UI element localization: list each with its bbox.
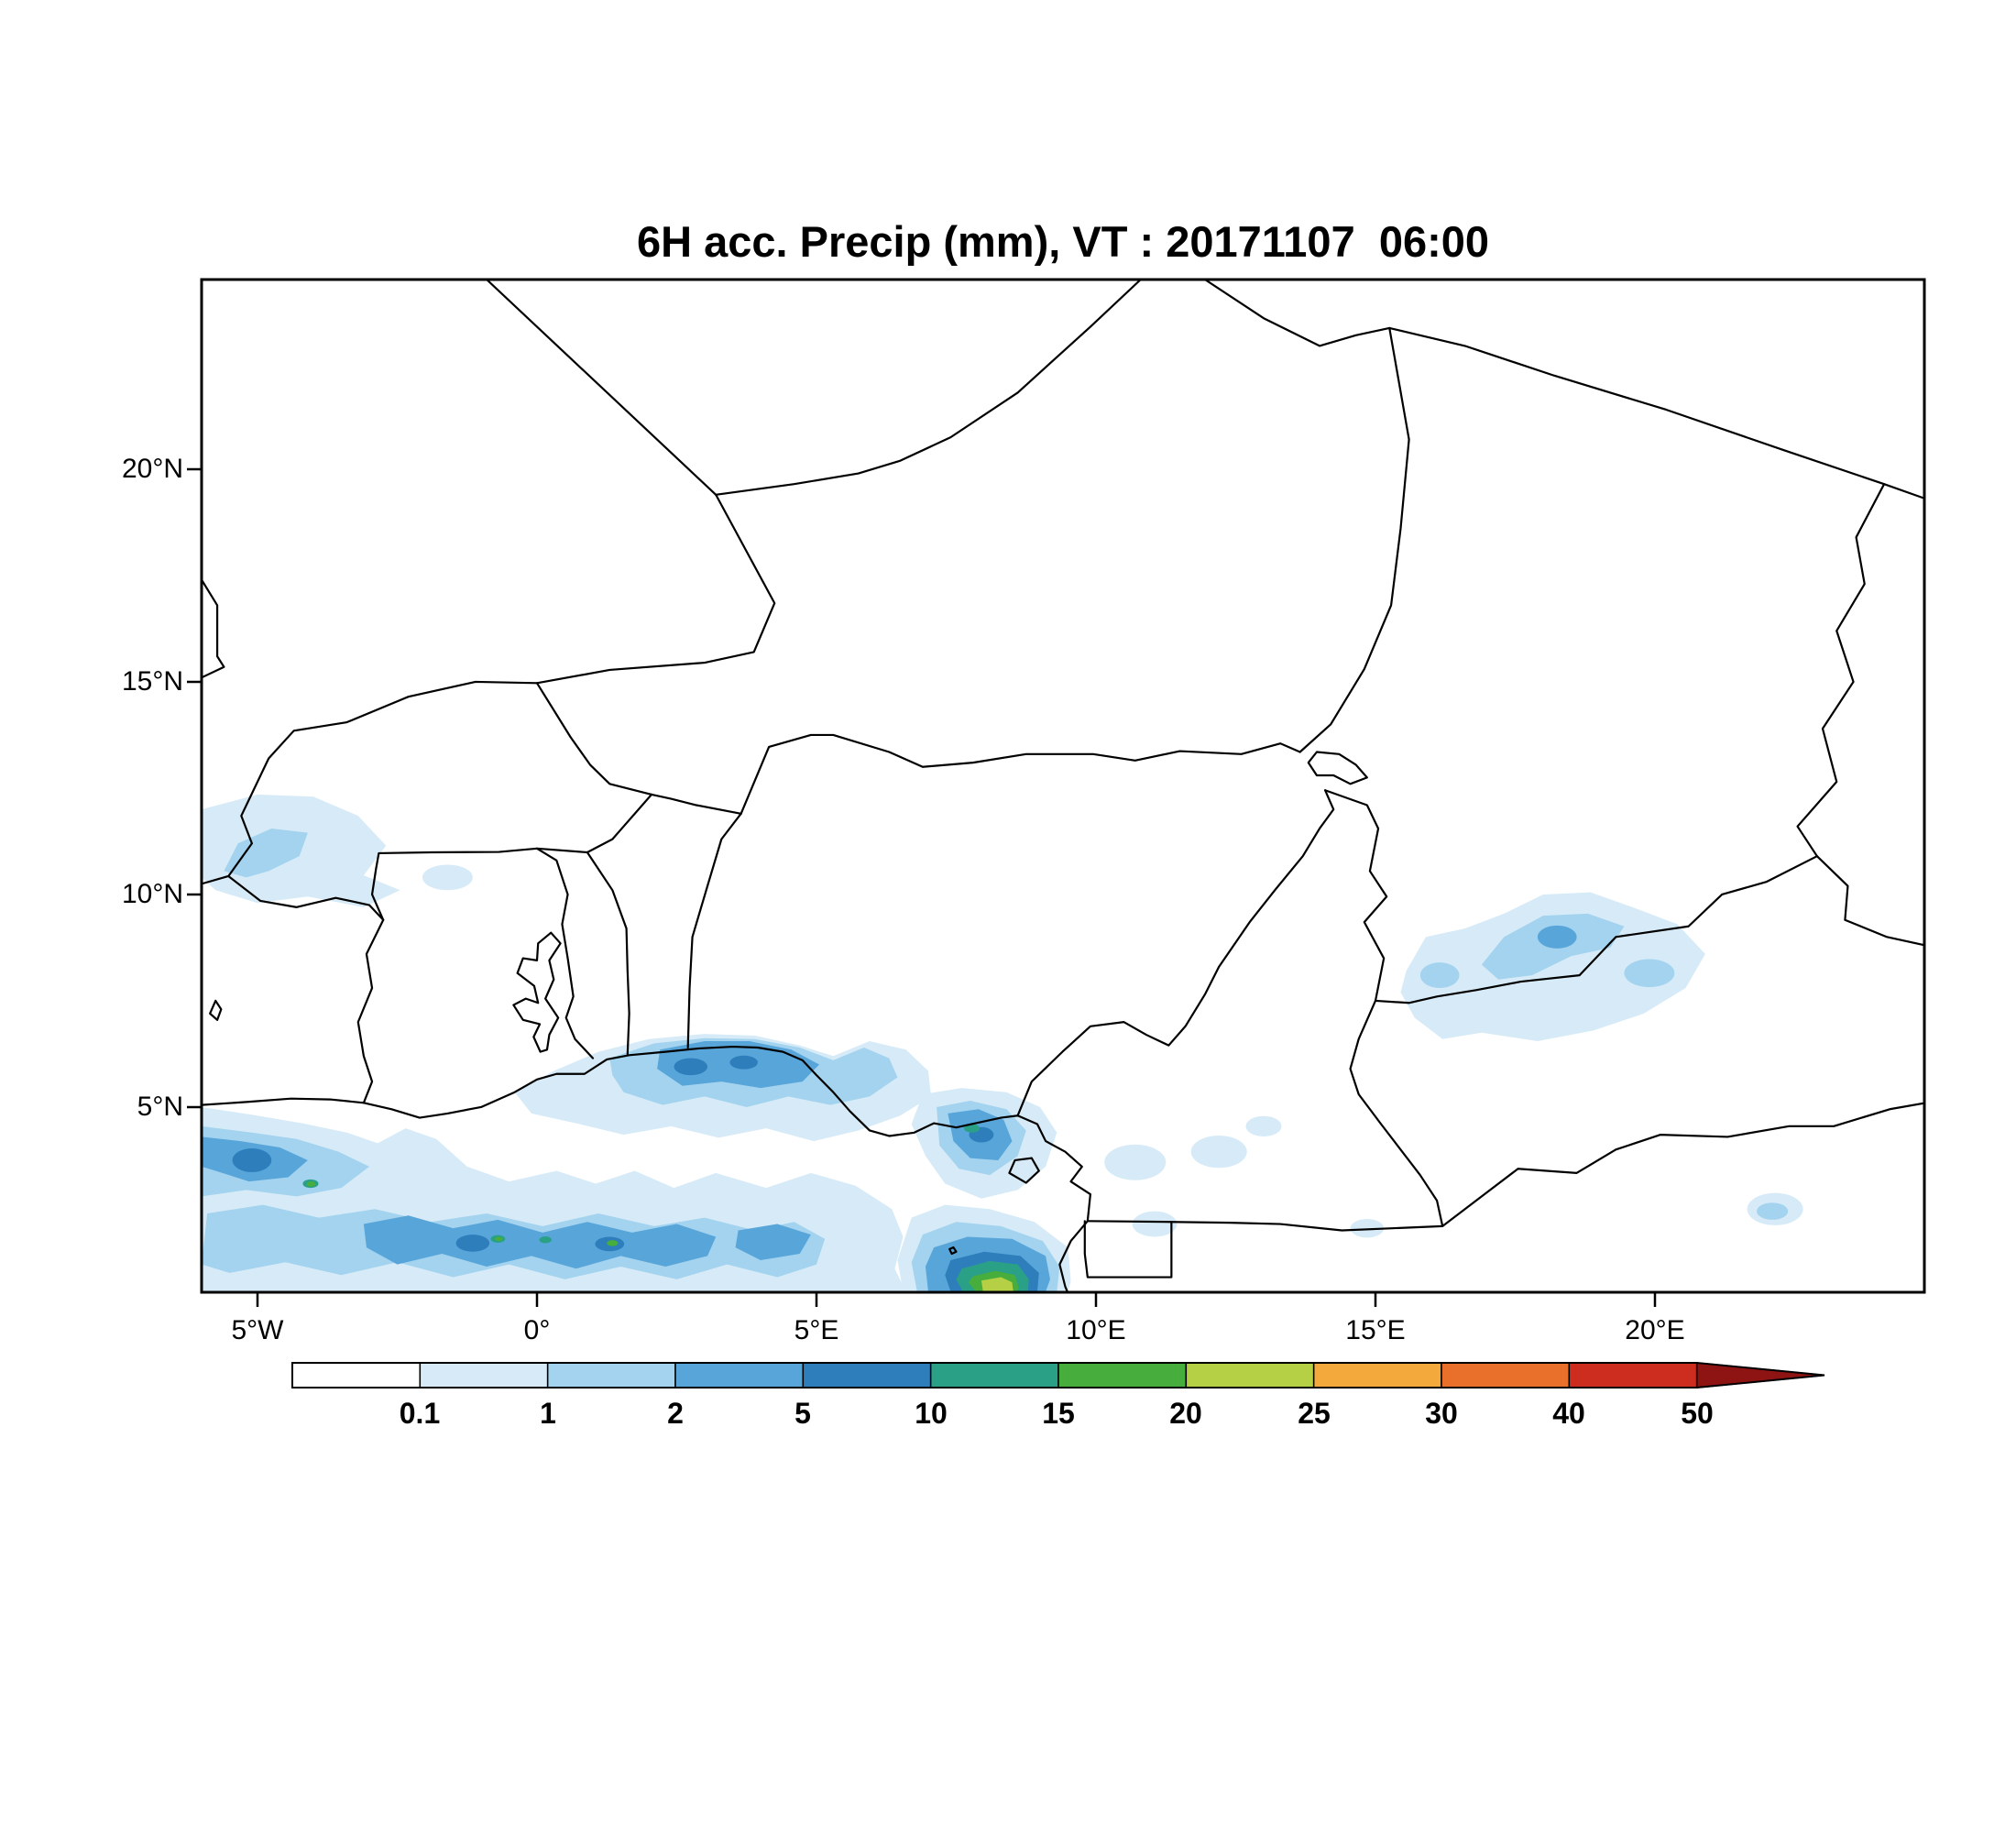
border-algeria-niger	[716, 280, 1141, 495]
bioko-island	[1009, 1158, 1038, 1183]
colorbar-tick-label: 10	[915, 1397, 948, 1430]
lake-chad	[1309, 752, 1367, 785]
axis-ticks	[187, 467, 1657, 1307]
colorbar-tick-label: 5	[794, 1397, 811, 1430]
precip-region	[306, 1181, 316, 1187]
precip-region	[1419, 962, 1460, 989]
colorbar-tick-label: 0.1	[399, 1397, 441, 1430]
border-ghana-togo	[537, 849, 593, 1059]
colorbar-tick-label: 1	[540, 1397, 556, 1430]
border-niger-nigeria	[741, 735, 1300, 814]
colorbar-arrow	[1695, 1362, 1825, 1388]
colorbar-tick-label: 20	[1169, 1397, 1202, 1430]
lon-tick-label: 0°	[523, 1315, 551, 1345]
colorbar-segment	[674, 1362, 805, 1388]
lon-tick-label: 5°W	[231, 1315, 284, 1345]
colorbar-segment	[929, 1362, 1059, 1388]
colorbar-segment	[802, 1362, 932, 1388]
precip-region	[1400, 892, 1705, 1042]
map-layer	[202, 280, 1926, 1293]
lon-tick-label: 5°E	[794, 1315, 839, 1345]
border-cameroon-car	[1351, 1001, 1443, 1226]
border-cotedivoire-ghana	[358, 920, 383, 1103]
border-chad-cameroon	[1325, 790, 1386, 1001]
border-mali-mauritania	[202, 580, 224, 678]
colorbar-tick-label: 50	[1681, 1397, 1714, 1430]
border-nigeria-cameroon	[1018, 790, 1334, 1115]
precip-region	[735, 1224, 811, 1260]
precip-region	[1757, 1202, 1789, 1220]
map-frame	[200, 278, 1926, 1294]
colorbar-segment	[546, 1362, 676, 1388]
border-mali-cotedivoire	[202, 876, 228, 884]
lake-kossou	[210, 1001, 221, 1020]
lat-tick-label: 5°N	[137, 1092, 183, 1122]
colorbar-tick-label: 40	[1552, 1397, 1585, 1430]
precip-region	[224, 829, 308, 878]
border-niger-chad	[1300, 328, 1409, 752]
precip-layer-0p1-1mm	[202, 794, 1803, 1292]
border-niger-burkina	[537, 683, 652, 795]
precip-region	[674, 1058, 708, 1076]
precip-region	[1624, 959, 1675, 988]
border-car-drc	[1442, 1103, 1926, 1226]
precip-region	[1132, 1211, 1178, 1237]
precip-layer-20-25mm	[981, 1277, 1013, 1292]
precip-region	[1190, 1136, 1247, 1169]
colorbar-segment	[1057, 1362, 1188, 1388]
border-mali-algeria	[487, 280, 716, 495]
colorbar-outline	[291, 1362, 1825, 1388]
border-mali-burkina	[228, 682, 537, 876]
colorbar-tick-label: 30	[1425, 1397, 1458, 1430]
coastline-gulf-of-guinea	[202, 1047, 1090, 1293]
precip-region	[1537, 925, 1577, 949]
colorbar-segment	[1185, 1362, 1315, 1388]
precip-region	[455, 1235, 490, 1252]
lon-tick-label: 10°E	[1066, 1315, 1126, 1345]
precip-region	[1245, 1115, 1282, 1136]
colorbar	[291, 1362, 1825, 1388]
border-benin-nigeria	[688, 814, 741, 1048]
precip-region	[232, 1147, 272, 1172]
border-niger-benin	[652, 795, 741, 814]
precip-region	[1350, 1218, 1385, 1238]
lon-tick-label: 20°E	[1625, 1315, 1685, 1345]
border-chad-car	[1375, 856, 1817, 1003]
border-benin-burkina	[587, 795, 652, 852]
colorbar-tick-label: 15	[1042, 1397, 1075, 1430]
borders-layer	[202, 280, 1926, 1293]
principe-island	[949, 1247, 956, 1254]
precip-region	[729, 1055, 758, 1070]
colorbar-tick-label: 25	[1298, 1397, 1331, 1430]
border-equatorial-guinea	[1085, 1221, 1172, 1277]
precip-region	[981, 1277, 1013, 1292]
colorbar-segment	[1312, 1362, 1442, 1388]
border-mali-niger	[537, 495, 774, 684]
colorbar-segment	[291, 1362, 422, 1388]
precip-region	[1104, 1144, 1167, 1180]
precip-region	[363, 1215, 717, 1269]
lat-tick-label: 15°N	[121, 666, 183, 697]
precip-region	[495, 1236, 503, 1242]
precip-region	[607, 1240, 619, 1246]
colorbar-segment	[1441, 1362, 1571, 1388]
border-burkina-cotedivoire-ghana	[228, 849, 587, 920]
border-car-sudan	[1817, 856, 1926, 945]
border-niger-libya-chad	[1205, 280, 1926, 499]
colorbar-tick-label: 2	[667, 1397, 684, 1430]
colorbar-segment	[419, 1362, 549, 1388]
lake-volta	[513, 933, 560, 1052]
colorbar-segment	[1568, 1362, 1698, 1388]
lat-tick-label: 10°N	[121, 879, 183, 909]
precip-region	[539, 1236, 552, 1244]
border-chad-sudan	[1798, 484, 1885, 856]
precip-region	[422, 864, 473, 891]
lat-tick-label: 20°N	[121, 454, 183, 484]
lon-tick-label: 15°E	[1345, 1315, 1406, 1345]
precip-region	[964, 1124, 981, 1133]
plot-title: 6H acc. Precip (mm), VT : 20171107 06:00	[636, 217, 1490, 266]
border-togo-benin	[587, 852, 630, 1054]
